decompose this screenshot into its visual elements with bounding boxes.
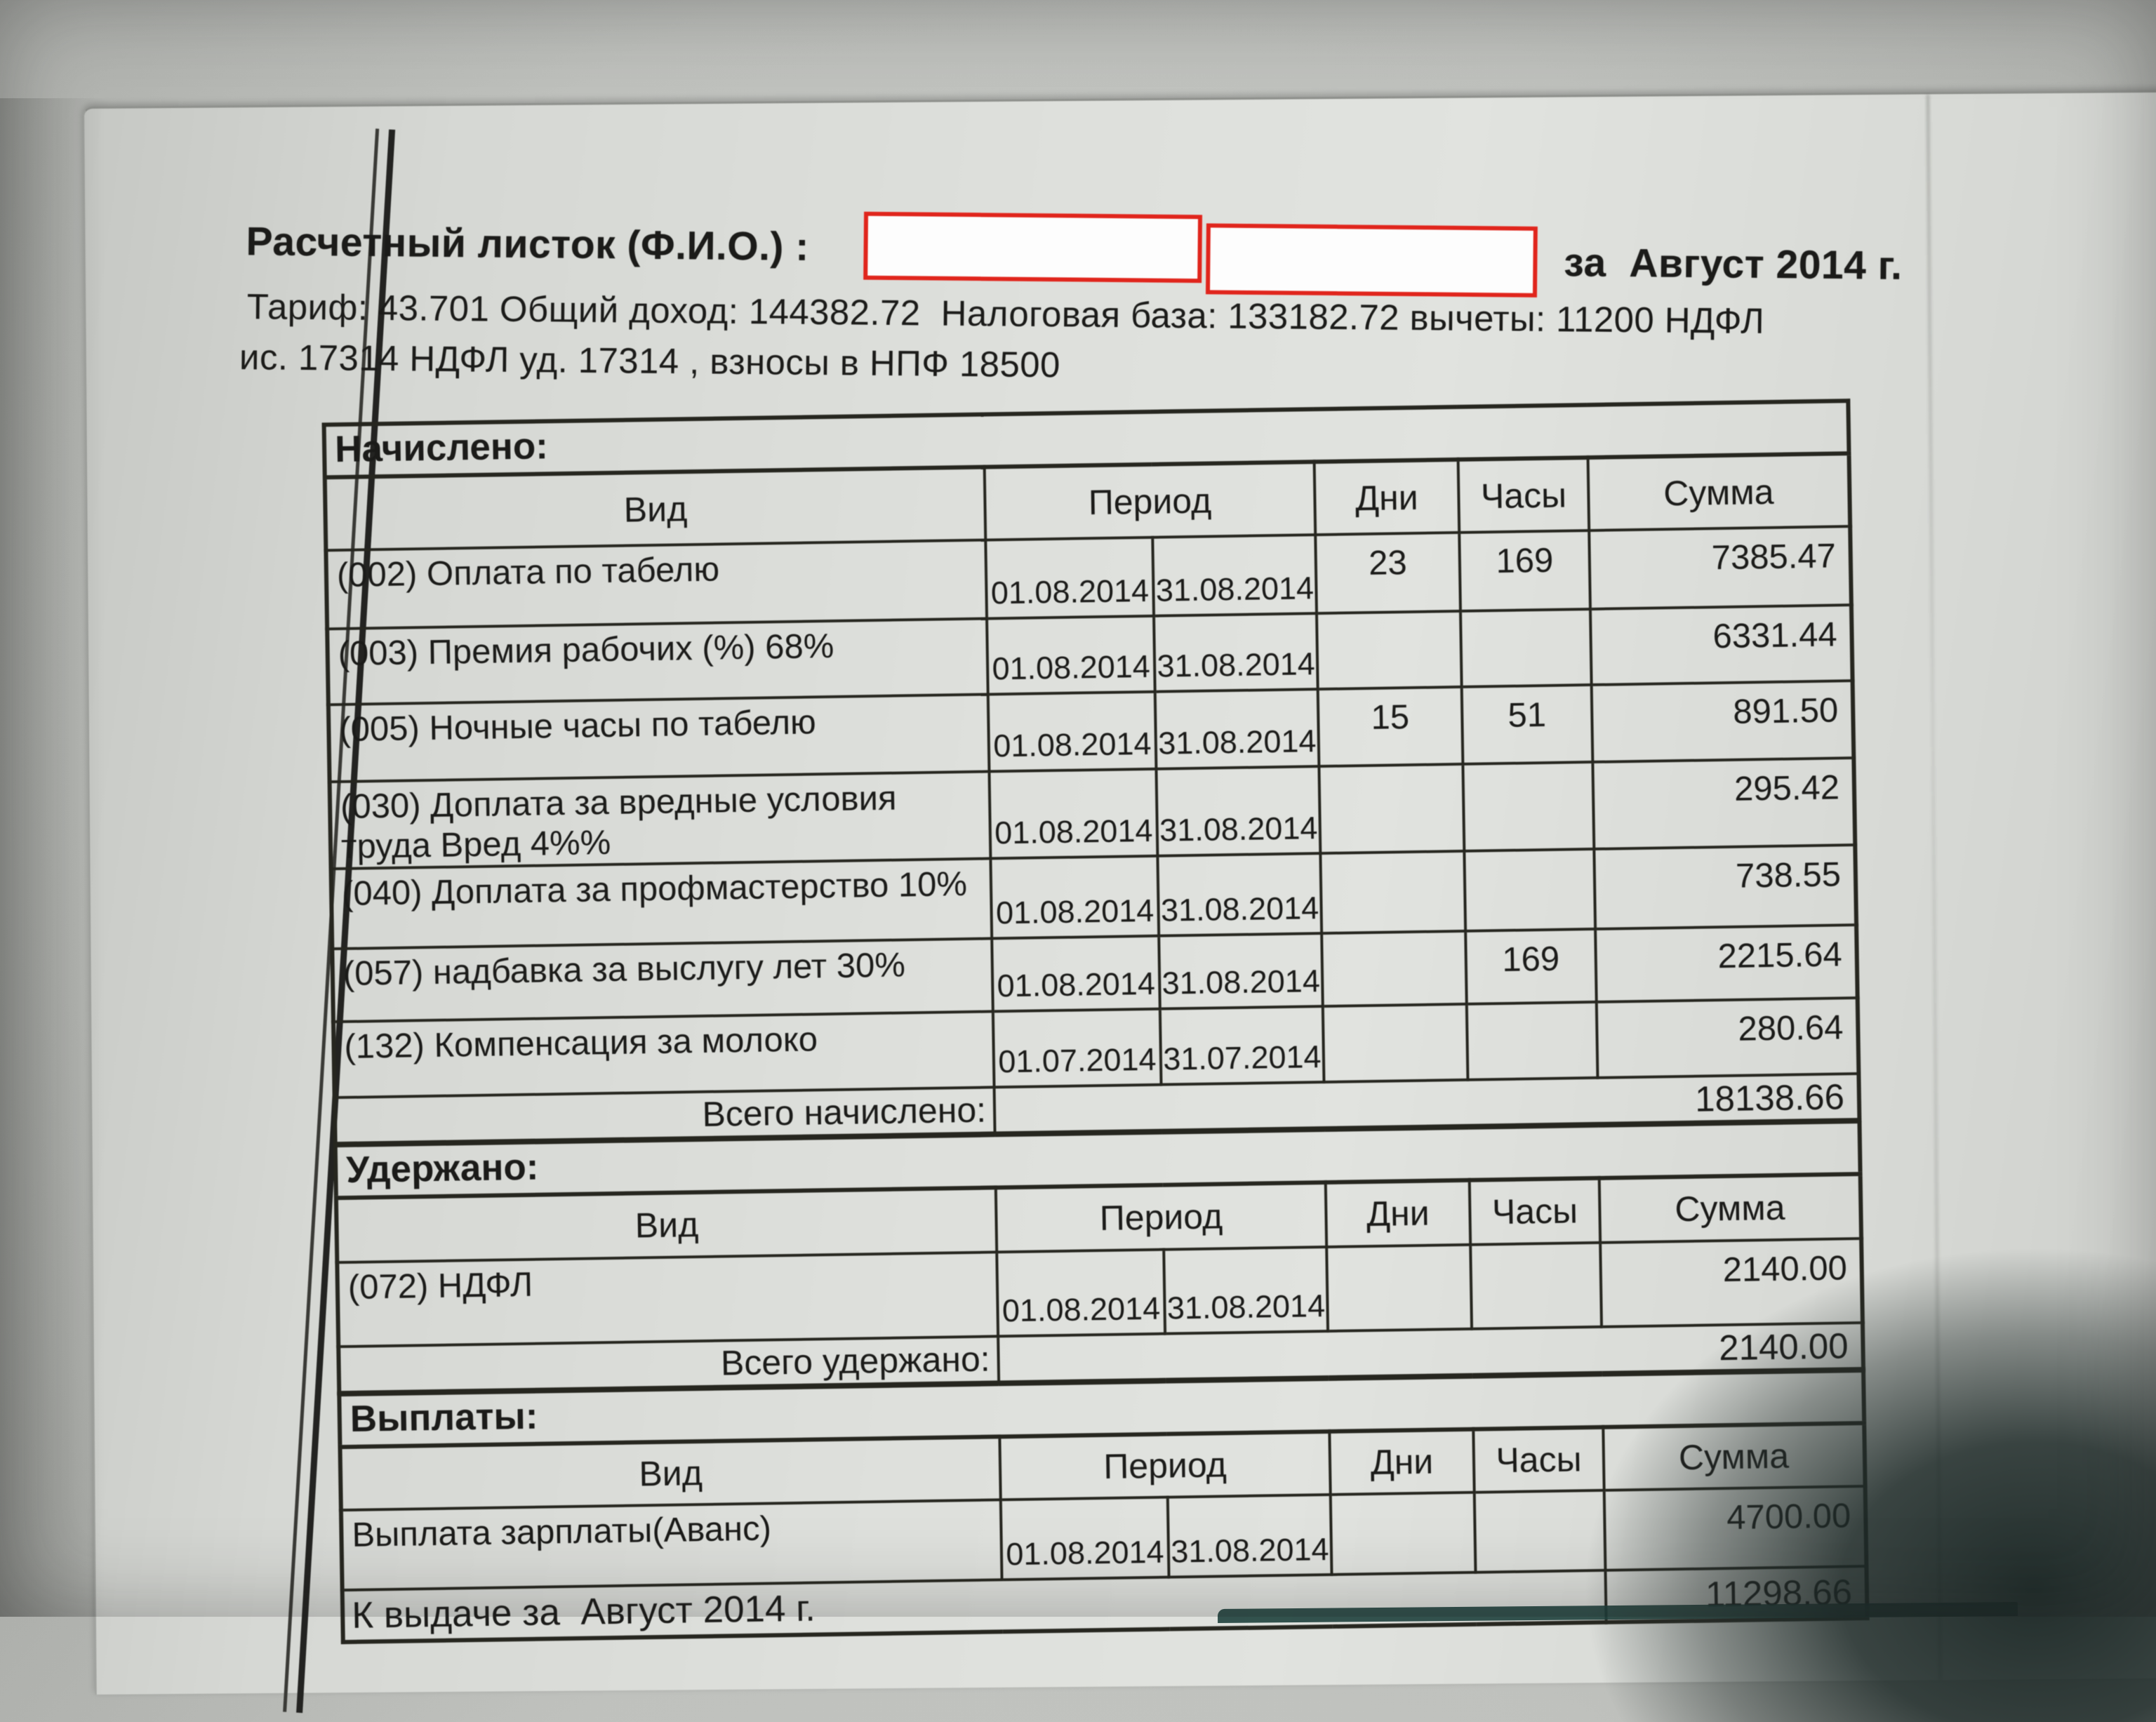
- period-to-cell: 31.08.2014: [1159, 933, 1323, 1009]
- hours-cell: [1466, 1001, 1598, 1080]
- kind-cell: (040) Доплата за профмастерство 10%: [331, 858, 992, 949]
- days-cell: [1330, 1492, 1476, 1575]
- days-cell: 15: [1317, 686, 1463, 767]
- column-header-period: Период: [995, 1182, 1327, 1253]
- kind-cell: (005) Ночные часы по табелю: [328, 694, 990, 782]
- period-to-cell: 31.08.2014: [1157, 853, 1322, 936]
- contributions-info-line: ис. 17314 НДФЛ уд. 17314 , взносы в НПФ …: [239, 337, 1061, 385]
- hours-cell: [1464, 848, 1596, 931]
- period-to-cell: 31.08.2014: [1152, 535, 1317, 616]
- column-header-period: Период: [999, 1431, 1331, 1500]
- kind-cell: (057) надбавка за выслугу лет 30%: [332, 938, 993, 1022]
- redaction-box-2: [1205, 223, 1538, 298]
- period-to-cell: 31.08.2014: [1164, 1246, 1329, 1334]
- hours-cell: [1460, 608, 1592, 687]
- column-header-kind: Вид: [324, 467, 986, 551]
- period-from-cell: 01.08.2014: [992, 935, 1160, 1012]
- column-header-hours: Часы: [1458, 458, 1590, 533]
- hours-cell: 169: [1459, 530, 1590, 611]
- period-to-cell: 31.07.2014: [1159, 1006, 1324, 1085]
- column-header-hours: Часы: [1469, 1177, 1601, 1245]
- redaction-box-1: [863, 211, 1203, 283]
- days-cell: [1319, 763, 1465, 853]
- kind-cell: (003) Премия рабочих (%) 68%: [327, 618, 988, 705]
- period-to-cell: 31.08.2014: [1154, 613, 1318, 692]
- column-header-days: Дни: [1314, 459, 1460, 535]
- column-header-kind: Вид: [335, 1187, 997, 1262]
- period-from-cell: 01.08.2014: [985, 537, 1154, 619]
- days-cell: 23: [1315, 532, 1460, 614]
- kind-cell: (132) Компенсация за молоко: [333, 1011, 994, 1097]
- column-header-days: Дни: [1329, 1429, 1475, 1495]
- accruals-table: Начислено: Вид Период Дни Часы Сумма (00…: [321, 399, 1862, 1146]
- payslip-title: Расчетный листок (Ф.И.О.) :: [246, 219, 810, 269]
- hours-cell: [1463, 761, 1595, 851]
- hours-cell: 169: [1465, 928, 1597, 1004]
- kind-cell: (002) Оплата по табелю: [326, 540, 987, 629]
- kind-cell: Выплата зарплаты(Аванс): [340, 1499, 1002, 1590]
- hours-cell: 51: [1461, 684, 1593, 764]
- kind-cell: (072) НДФЛ: [337, 1252, 999, 1347]
- sum-cell: 7385.47: [1589, 526, 1851, 609]
- column-header-period: Период: [984, 462, 1316, 540]
- period-from-cell: 01.08.2014: [987, 691, 1157, 772]
- kind-cell: (030) Доплата за вредные условия труда В…: [329, 771, 991, 869]
- sum-cell: 2215.64: [1595, 924, 1858, 1002]
- period-from-cell: 01.08.2014: [997, 1249, 1166, 1337]
- sum-cell: 280.64: [1596, 997, 1859, 1078]
- days-cell: [1322, 1003, 1468, 1082]
- payslip-period-label: за Август 2014 г.: [1564, 240, 1903, 288]
- period-from-cell: 01.08.2014: [1000, 1497, 1169, 1580]
- period-from-cell: 01.08.2014: [987, 615, 1155, 695]
- sum-cell: 6331.44: [1590, 605, 1853, 685]
- days-cell: [1326, 1244, 1472, 1331]
- days-cell: [1322, 930, 1467, 1006]
- sum-cell: 295.42: [1592, 758, 1856, 849]
- period-from-cell: 01.08.2014: [989, 768, 1158, 859]
- header-block: Расчетный листок (Ф.И.О.) : за Август 20…: [239, 206, 2141, 434]
- period-to-cell: 31.08.2014: [1154, 689, 1319, 769]
- column-header-days: Дни: [1325, 1180, 1471, 1247]
- sum-cell: 738.55: [1594, 844, 1857, 929]
- period-to-cell: 31.08.2014: [1156, 766, 1321, 856]
- period-from-cell: 01.07.2014: [992, 1008, 1162, 1088]
- period-from-cell: 01.08.2014: [990, 855, 1159, 939]
- corner-shadow: [1581, 1245, 2156, 1722]
- days-cell: [1316, 610, 1462, 690]
- column-header-sum: Сумма: [1588, 453, 1851, 530]
- sum-cell: 891.50: [1591, 681, 1854, 762]
- column-header-kind: Вид: [340, 1436, 1001, 1510]
- period-to-cell: 31.08.2014: [1167, 1494, 1332, 1577]
- column-header-sum: Сумма: [1599, 1173, 1862, 1243]
- days-cell: [1320, 850, 1466, 933]
